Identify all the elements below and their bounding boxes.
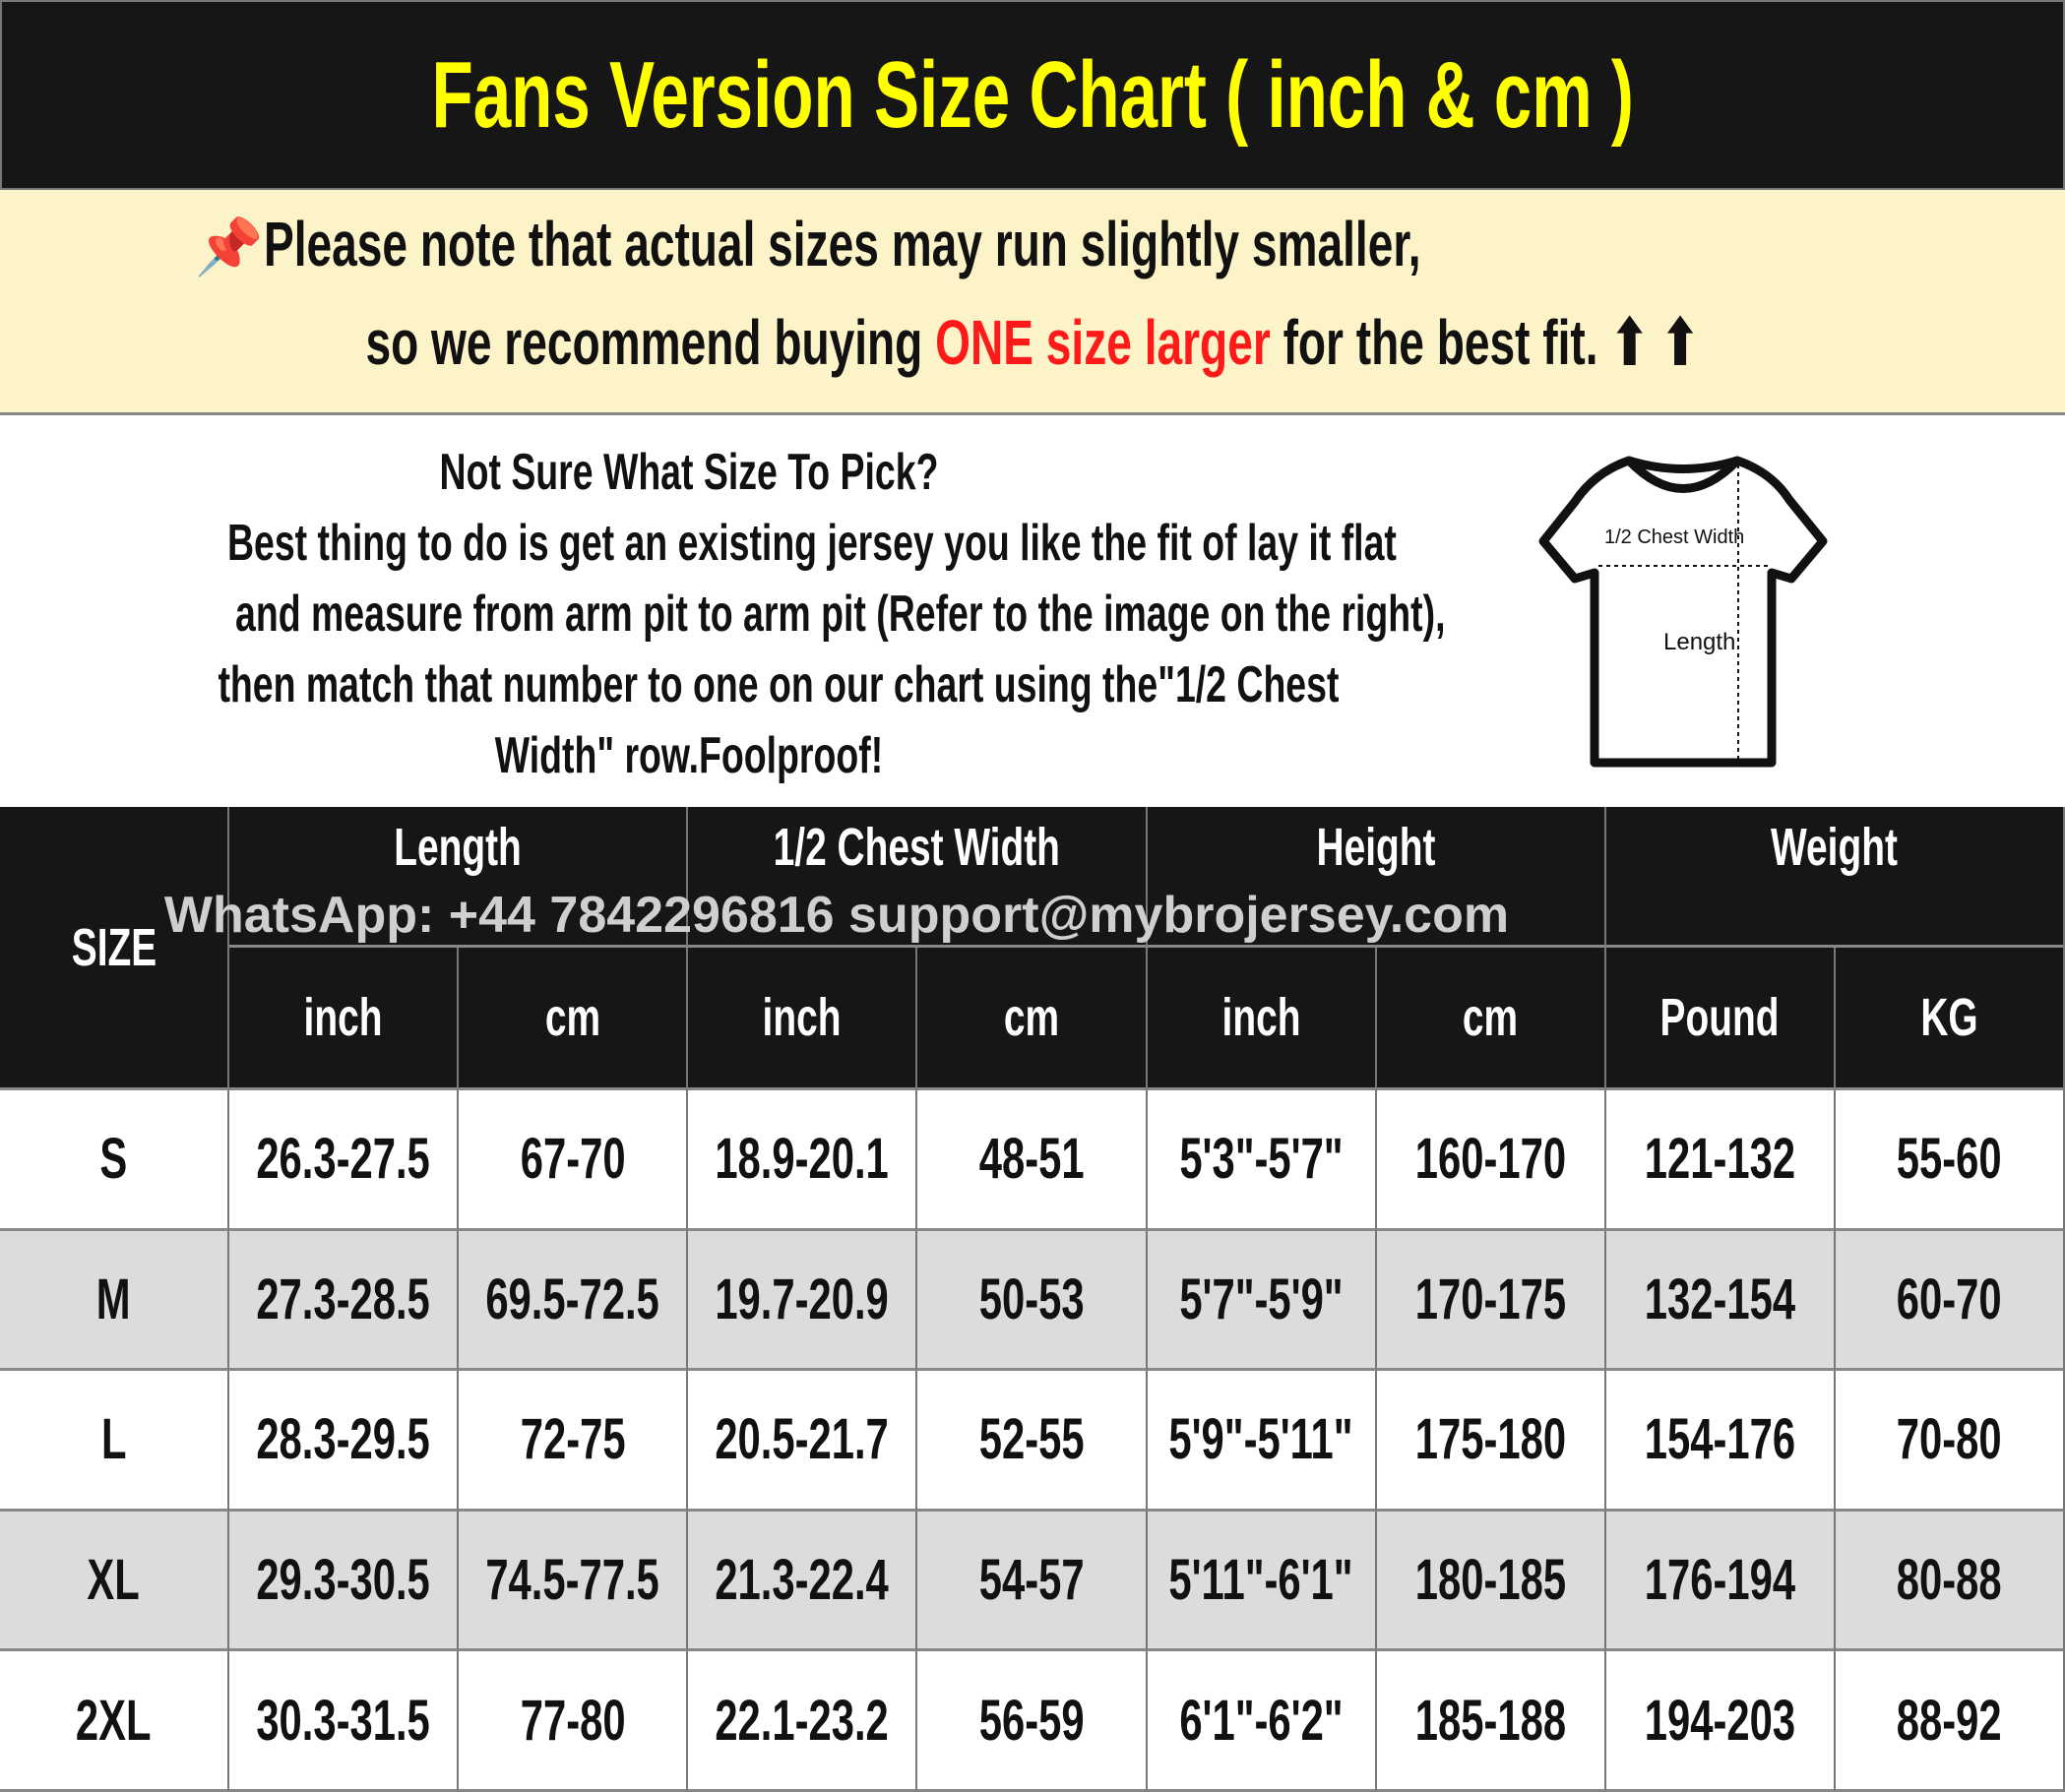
highlight-text: ONE size larger: [935, 307, 1271, 378]
table-cell: 29.3-30.5: [229, 1511, 460, 1652]
table-cell: 160-170: [1376, 1090, 1606, 1231]
advice-heading: Not Sure What Size To Pick?: [439, 444, 939, 501]
table-cell: 176-194: [1605, 1511, 1836, 1652]
size-cell: 2XL: [0, 1651, 230, 1792]
pushpin-icon: 📌: [194, 216, 264, 278]
group-header: Length: [229, 807, 689, 948]
unit-header: Pound: [1605, 948, 1836, 1090]
size-advice: Not Sure What Size To Pick? Best thing t…: [218, 444, 1446, 784]
table-cell: 56-59: [917, 1651, 1148, 1792]
unit-header: KG: [1835, 948, 2065, 1090]
page-title: Fans Version Size Chart ( inch & cm ): [0, 0, 2065, 190]
table-cell: 5'3"-5'7": [1147, 1090, 1377, 1231]
table-cell: 5'9"-5'11": [1147, 1371, 1377, 1512]
table-cell: 55-60: [1835, 1090, 2065, 1231]
table-cell: 88-92: [1835, 1651, 2065, 1792]
table-cell: 19.7-20.9: [688, 1230, 918, 1372]
chest-label: 1/2 Chest Width: [1604, 526, 1744, 548]
length-label: Length: [1663, 629, 1735, 655]
table-cell: 27.3-28.5: [229, 1230, 460, 1372]
group-header: Weight: [1605, 807, 2065, 948]
table-cell: 72-75: [459, 1371, 689, 1512]
table-cell: 5'7"-5'9": [1147, 1230, 1377, 1372]
table-cell: 194-203: [1605, 1651, 1836, 1792]
table-cell: 132-154: [1605, 1230, 1836, 1372]
table-cell: 22.1-23.2: [688, 1651, 918, 1792]
size-cell: L: [0, 1371, 230, 1512]
size-note: 📌Please note that actual sizes may run s…: [0, 190, 2065, 415]
size-cell: XL: [0, 1511, 230, 1652]
group-header: 1/2 Chest Width: [688, 807, 1148, 948]
table-cell: 77-80: [459, 1651, 689, 1792]
table-cell: 50-53: [917, 1230, 1148, 1372]
unit-header: inch: [688, 948, 918, 1090]
table-cell: 67-70: [459, 1090, 689, 1231]
group-header: Height: [1147, 807, 1606, 948]
table-cell: 170-175: [1376, 1230, 1606, 1372]
size-header: SIZE: [0, 807, 230, 1090]
table-cell: 175-180: [1376, 1371, 1606, 1512]
table-cell: 20.5-21.7: [688, 1371, 918, 1512]
table-cell: 54-57: [917, 1511, 1148, 1652]
unit-header: inch: [229, 948, 460, 1090]
unit-header: inch: [1147, 948, 1377, 1090]
table-cell: 80-88: [1835, 1511, 2065, 1652]
tshirt-diagram-icon: 1/2 Chest Width Length: [1538, 456, 1828, 768]
size-cell: S: [0, 1090, 230, 1231]
table-cell: 52-55: [917, 1371, 1148, 1512]
table-cell: 60-70: [1835, 1230, 2065, 1372]
table-cell: 6'1"-6'2": [1147, 1651, 1377, 1792]
table-cell: 21.3-22.4: [688, 1511, 918, 1652]
table-cell: 48-51: [917, 1090, 1148, 1231]
size-cell: M: [0, 1230, 230, 1372]
size-table: SIZE Length 1/2 Chest Width Height Weight inc…: [0, 807, 2065, 1792]
table-cell: 74.5-77.5: [459, 1511, 689, 1652]
table-cell: 28.3-29.5: [229, 1371, 460, 1512]
table-cell: 154-176: [1605, 1371, 1836, 1512]
table-cell: 180-185: [1376, 1511, 1606, 1652]
table-cell: 70-80: [1835, 1371, 2065, 1512]
table-cell: 5'11"-6'1": [1147, 1511, 1377, 1652]
table-cell: 26.3-27.5: [229, 1090, 460, 1231]
table-cell: 69.5-72.5: [459, 1230, 689, 1372]
unit-header: cm: [459, 948, 689, 1090]
table-cell: 30.3-31.5: [229, 1651, 460, 1792]
table-cell: 121-132: [1605, 1090, 1836, 1231]
unit-header: cm: [1376, 948, 1606, 1090]
unit-header: cm: [917, 948, 1148, 1090]
table-cell: 185-188: [1376, 1651, 1606, 1792]
table-cell: 18.9-20.1: [688, 1090, 918, 1231]
